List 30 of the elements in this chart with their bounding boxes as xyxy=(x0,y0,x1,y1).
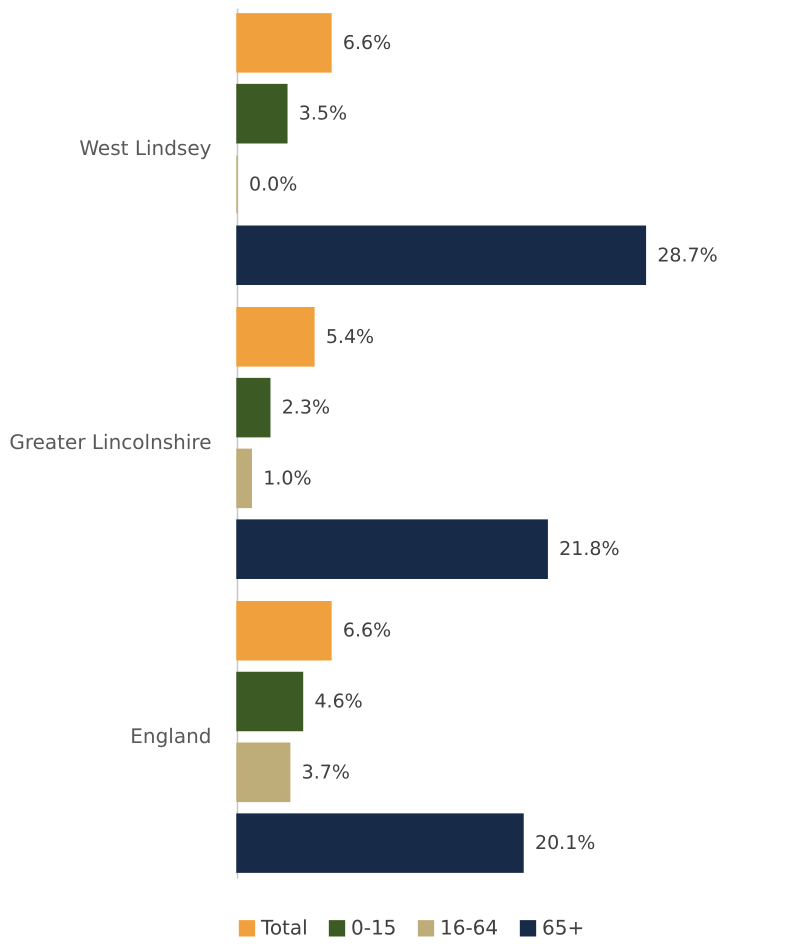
legend-label: 16-64 xyxy=(440,915,498,940)
bar xyxy=(236,448,252,508)
bar xyxy=(236,600,332,661)
data-label: 5.4% xyxy=(326,326,374,348)
data-label: 21.8% xyxy=(559,538,620,560)
legend-label: Total xyxy=(260,915,308,940)
data-label: 3.5% xyxy=(298,102,348,125)
bar xyxy=(236,672,304,732)
data-label: 2.3% xyxy=(282,396,330,419)
legend-label: 65+ xyxy=(542,915,584,940)
bar xyxy=(236,378,270,438)
y-tick-label: Greater Lincolnshire xyxy=(9,430,212,454)
bar xyxy=(236,742,290,802)
data-label: 1.0% xyxy=(263,467,312,490)
data-label: 28.7% xyxy=(657,244,718,266)
data-label: 6.6% xyxy=(342,32,392,54)
data-label: 6.6% xyxy=(342,620,392,642)
bar xyxy=(236,813,524,873)
bar xyxy=(236,307,315,367)
y-tick-label: West Lindsey xyxy=(79,136,212,160)
data-label: 3.7% xyxy=(302,761,350,784)
data-label: 20.1% xyxy=(534,832,596,854)
bar xyxy=(236,519,548,579)
legend-label: 0-15 xyxy=(351,915,396,940)
bar xyxy=(236,225,646,286)
y-tick-label: England xyxy=(130,724,212,748)
bar xyxy=(236,84,288,144)
bar xyxy=(236,13,332,73)
data-label: 0.0% xyxy=(249,173,298,196)
data-label: 4.6% xyxy=(314,690,363,713)
